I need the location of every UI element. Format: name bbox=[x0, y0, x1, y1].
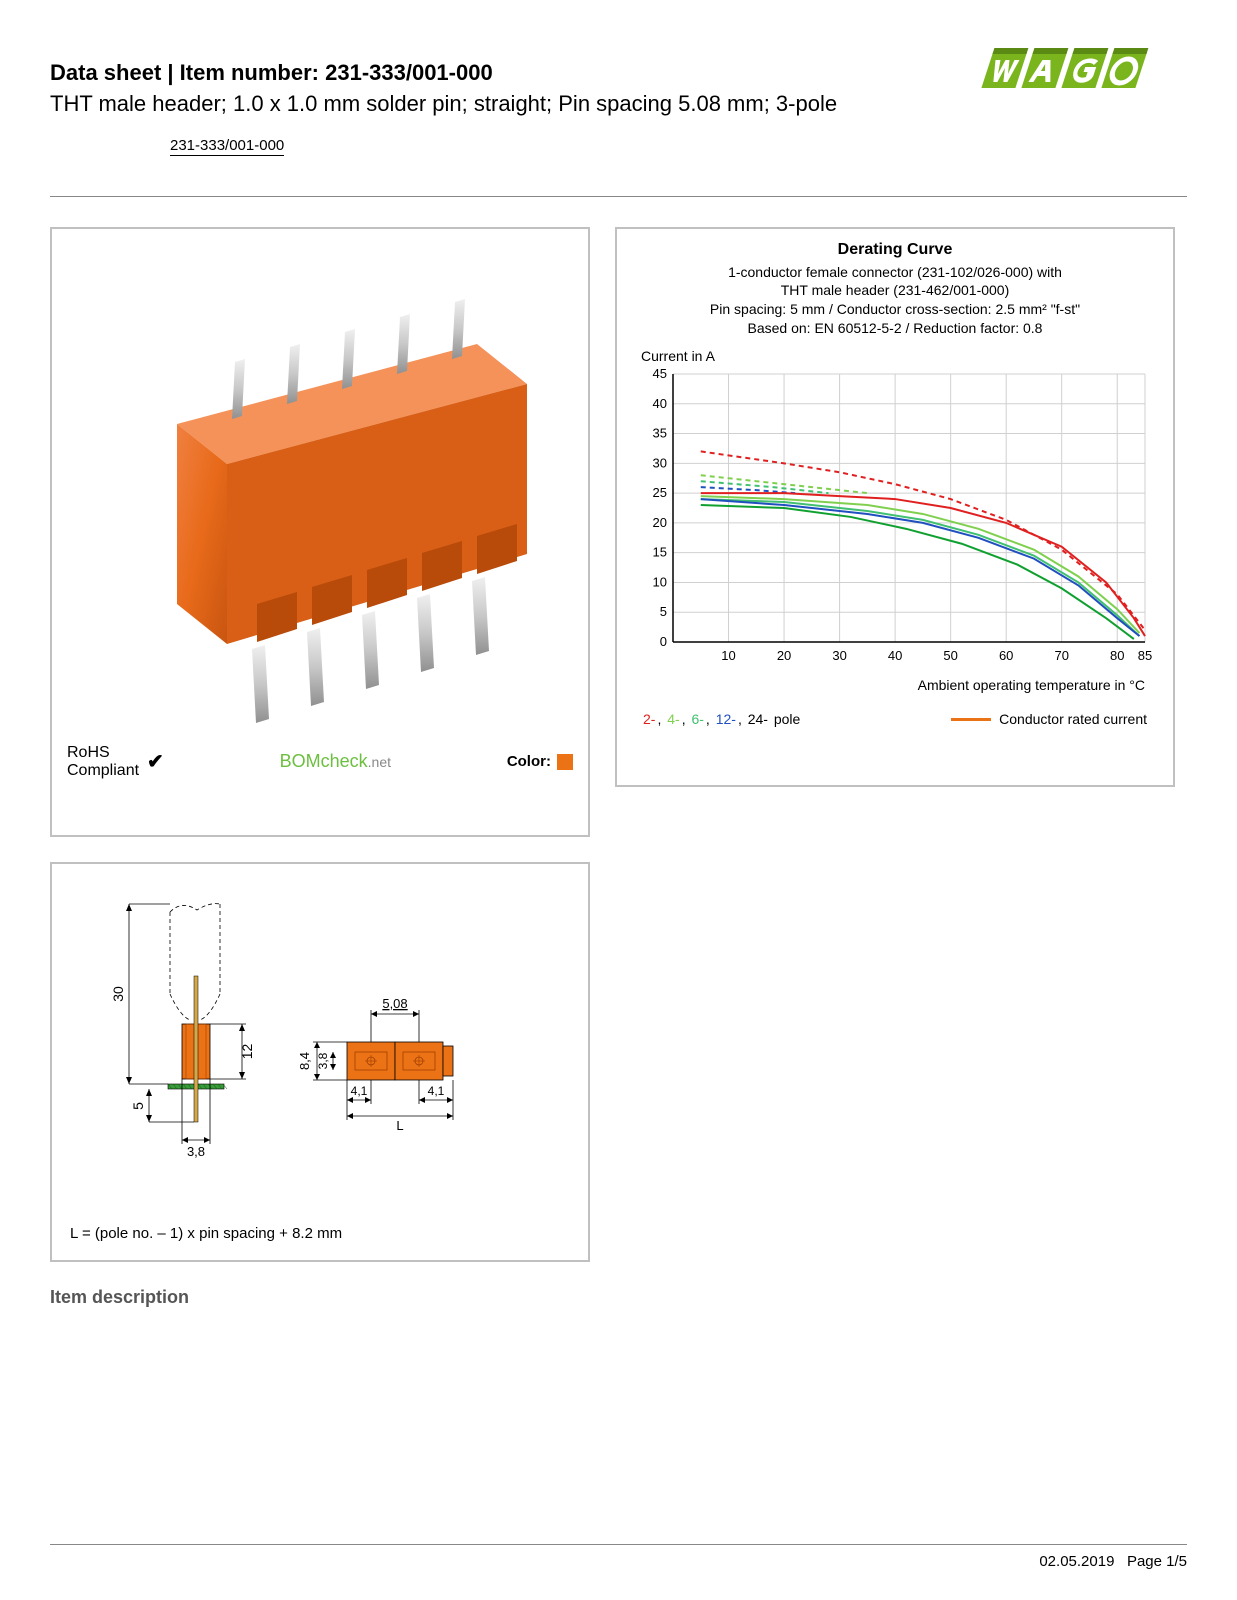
svg-text:20: 20 bbox=[777, 648, 791, 663]
title-prefix: Data sheet | Item number: bbox=[50, 60, 325, 85]
color-label-text: Color: bbox=[507, 753, 551, 770]
color-swatch bbox=[557, 754, 573, 770]
svg-text:70: 70 bbox=[1054, 648, 1068, 663]
svg-text:3,8: 3,8 bbox=[187, 1144, 205, 1159]
chart-sub-2: THT male header (231-462/001-000) bbox=[635, 281, 1155, 300]
footer-date: 02.05.2019 bbox=[1039, 1553, 1114, 1570]
chart-sub-3: Pin spacing: 5 mm / Conductor cross-sect… bbox=[635, 300, 1155, 319]
footer-page: Page 1/5 bbox=[1127, 1553, 1187, 1570]
svg-text:3,8: 3,8 bbox=[316, 1052, 330, 1069]
footer-text: 02.05.2019 Page 1/5 bbox=[50, 1553, 1187, 1570]
chart-sub-4: Based on: EN 60512-5-2 / Reduction facto… bbox=[635, 319, 1155, 338]
bomcheck-suffix: .net bbox=[368, 754, 391, 770]
page-subtitle: THT male header; 1.0 x 1.0 mm solder pin… bbox=[50, 90, 850, 119]
technical-drawing: 30 12 5 3,8 5,08 8,4 3,8 4,1 4,1 L bbox=[67, 884, 567, 1194]
rohs-label: RoHS Compliant bbox=[67, 744, 139, 780]
svg-text:10: 10 bbox=[721, 648, 735, 663]
panels-row-2: 30 12 5 3,8 5,08 8,4 3,8 4,1 4,1 L L = (pole no. … bbox=[50, 862, 1187, 1262]
svg-text:0: 0 bbox=[660, 634, 667, 649]
check-icon: ✔ bbox=[147, 749, 164, 774]
page-title: Data sheet | Item number: 231-333/001-00… bbox=[50, 60, 850, 86]
length-formula: L = (pole no. – 1) x pin spacing + 8.2 m… bbox=[70, 1225, 342, 1242]
svg-text:8,4: 8,4 bbox=[297, 1052, 312, 1070]
svg-text:20: 20 bbox=[653, 515, 667, 530]
chart-title: Derating Curve bbox=[635, 241, 1155, 259]
svg-text:4,1: 4,1 bbox=[351, 1084, 368, 1098]
chart-subtitle: 1-conductor female connector (231-102/02… bbox=[635, 263, 1155, 339]
svg-text:60: 60 bbox=[999, 648, 1013, 663]
svg-text:4,1: 4,1 bbox=[428, 1084, 445, 1098]
technical-drawing-panel: 30 12 5 3,8 5,08 8,4 3,8 4,1 4,1 L L = (pole no. … bbox=[50, 862, 590, 1262]
svg-text:40: 40 bbox=[653, 396, 667, 411]
bomcheck-logo: BOMcheck.net bbox=[280, 751, 391, 772]
product-image bbox=[67, 244, 573, 734]
page-footer: 02.05.2019 Page 1/5 bbox=[50, 1544, 1187, 1570]
svg-text:35: 35 bbox=[653, 426, 667, 441]
wago-logo bbox=[967, 40, 1187, 105]
svg-text:5: 5 bbox=[130, 1101, 146, 1109]
panels-row-1: RoHS Compliant ✔ BOMcheck.net Color: Der… bbox=[50, 227, 1187, 837]
header-text-block: Data sheet | Item number: 231-333/001-00… bbox=[50, 60, 850, 127]
chart-legend: 2-, 4-, 6-, 12-, 24- pole Conductor rate… bbox=[635, 711, 1155, 727]
svg-text:40: 40 bbox=[888, 648, 902, 663]
svg-text:30: 30 bbox=[832, 648, 846, 663]
derating-chart-panel: Derating Curve 1-conductor female connec… bbox=[615, 227, 1175, 787]
item-description-heading: Item description bbox=[50, 1287, 1187, 1308]
svg-text:5: 5 bbox=[660, 604, 667, 619]
svg-text:30: 30 bbox=[653, 455, 667, 470]
svg-text:15: 15 bbox=[653, 545, 667, 560]
conductor-legend-text: Conductor rated current bbox=[999, 711, 1147, 727]
chart-sub-1: 1-conductor female connector (231-102/02… bbox=[635, 263, 1155, 282]
page-header: Data sheet | Item number: 231-333/001-00… bbox=[50, 60, 1187, 127]
chart-y-label: Current in A bbox=[641, 348, 1155, 364]
compliance-row: RoHS Compliant ✔ BOMcheck.net Color: bbox=[67, 744, 573, 780]
svg-text:12: 12 bbox=[239, 1043, 255, 1059]
chart-x-label: Ambient operating temperature in °C bbox=[635, 677, 1155, 693]
conductor-legend: Conductor rated current bbox=[951, 711, 1147, 727]
svg-text:25: 25 bbox=[653, 485, 667, 500]
bomcheck-text: BOMcheck bbox=[280, 751, 368, 771]
rohs-compliant: RoHS Compliant ✔ bbox=[67, 744, 164, 780]
svg-text:45: 45 bbox=[653, 368, 667, 381]
chart-plot-area: 0 5 10 15 20 25 30 35 40 45 10 20 30 40 50 60 70 80 85 bbox=[635, 368, 1155, 673]
header-divider bbox=[50, 196, 1187, 197]
title-item-number: 231-333/001-000 bbox=[325, 60, 493, 85]
color-indicator: Color: bbox=[507, 753, 573, 770]
svg-text:30: 30 bbox=[110, 986, 126, 1002]
svg-text:85: 85 bbox=[1138, 648, 1152, 663]
pole-legend: 2-, 4-, 6-, 12-, 24- pole bbox=[643, 711, 802, 727]
svg-text:80: 80 bbox=[1110, 648, 1124, 663]
conductor-line-icon bbox=[951, 718, 991, 721]
product-image-panel: RoHS Compliant ✔ BOMcheck.net Color: bbox=[50, 227, 590, 837]
svg-text:5,08: 5,08 bbox=[382, 996, 407, 1011]
footer-divider bbox=[50, 1544, 1187, 1545]
svg-text:10: 10 bbox=[653, 575, 667, 590]
svg-text:L: L bbox=[396, 1118, 403, 1133]
item-number-link[interactable]: 231-333/001-000 bbox=[170, 137, 284, 156]
svg-text:50: 50 bbox=[943, 648, 957, 663]
